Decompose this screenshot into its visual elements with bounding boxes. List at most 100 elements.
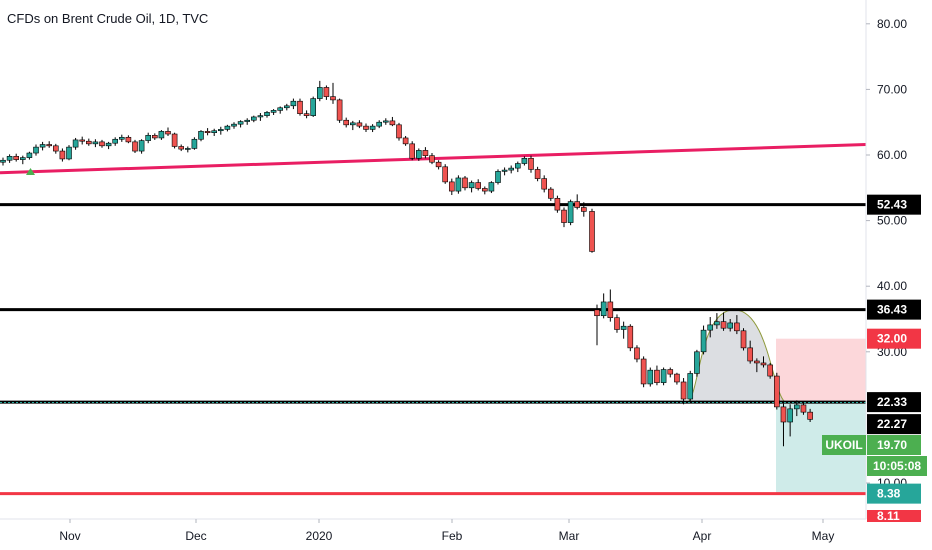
candle [594, 304, 600, 346]
candle-body [807, 411, 813, 420]
candle [475, 179, 482, 191]
candle [356, 120, 363, 129]
candle [521, 156, 528, 166]
candle-body [640, 358, 647, 385]
candle [119, 134, 125, 142]
candle [204, 128, 211, 136]
candle-body [349, 122, 356, 126]
stop-price-tag-bg [867, 328, 921, 349]
candle [178, 144, 184, 152]
candle-body [132, 141, 138, 152]
y-tick-label: 50.00 [877, 214, 907, 228]
candle [211, 128, 217, 136]
candle-body [501, 169, 508, 172]
candle-body [343, 119, 350, 126]
candle-body [475, 182, 482, 189]
candle-body [204, 131, 211, 133]
candle-body [171, 133, 178, 147]
candle-body [105, 142, 112, 147]
candle-body [119, 136, 125, 140]
candle-body [654, 369, 660, 383]
candle-body [481, 188, 488, 192]
y-tick-label: 70.00 [877, 82, 907, 96]
candle-body [767, 364, 773, 377]
candle-body [39, 144, 46, 148]
countdown-tag: 10:05:08 [867, 456, 927, 476]
partial-price-tag: 8.11 [867, 509, 921, 523]
candle [52, 143, 59, 154]
candle [534, 166, 541, 182]
candle-body [600, 301, 607, 317]
target-price-tag-text: 8.38 [877, 487, 901, 501]
candle [66, 145, 72, 161]
time-scale-background [0, 519, 932, 550]
candle [787, 404, 793, 437]
candle [634, 345, 640, 363]
candle [807, 408, 813, 422]
candle-body [13, 156, 19, 160]
price-tag-36.43-text: 36.43 [877, 303, 907, 317]
candle [720, 312, 727, 331]
candle-body [528, 157, 534, 170]
stop-price-tag: 32.00 [867, 328, 921, 349]
candle [336, 98, 343, 123]
candle [6, 154, 13, 163]
candle [700, 325, 707, 355]
symbol-tag-text: UKOIL [825, 438, 862, 452]
entry-price-tag: 22.27 [867, 414, 921, 435]
candle-body [191, 138, 198, 149]
candle-body [270, 110, 277, 113]
candle-body [422, 150, 429, 156]
candle-body [224, 125, 231, 130]
candle [283, 103, 290, 111]
price-tag-22.33-bg [867, 392, 921, 413]
candle [46, 141, 53, 148]
candle-body [316, 87, 323, 99]
candle-body [455, 177, 462, 192]
x-tick-label: Feb [442, 529, 463, 543]
candle-body [614, 317, 620, 330]
candle [793, 400, 800, 417]
candle-body [800, 404, 807, 413]
price-tag-36.43: 36.43 [867, 299, 921, 320]
candle [277, 106, 284, 114]
candle [707, 317, 714, 338]
candle [660, 367, 667, 386]
candle [508, 165, 515, 174]
price-tag-52.43: 52.43 [867, 194, 921, 215]
candle-body [72, 139, 79, 148]
price-tag-52.43-text: 52.43 [877, 198, 907, 212]
candle [600, 293, 607, 319]
candle-body [620, 325, 627, 330]
candle-body [152, 135, 158, 139]
candle-body [26, 152, 33, 158]
candle-body [442, 166, 449, 183]
candle [191, 137, 198, 150]
candle [303, 110, 310, 119]
lines-layer [0, 143, 867, 496]
candle-body [429, 155, 435, 163]
candle [774, 372, 780, 410]
candle [26, 151, 33, 160]
candle-body [323, 87, 330, 97]
candle [290, 98, 297, 110]
candle [237, 120, 244, 128]
candle-body [580, 207, 587, 212]
candle [734, 315, 740, 335]
candle [323, 85, 330, 100]
candle [343, 117, 350, 128]
last-price-tag-bg [867, 435, 921, 455]
candle [714, 313, 720, 329]
candle-body [727, 322, 734, 329]
candle-body [780, 406, 787, 423]
candle-body [6, 156, 13, 161]
candle [19, 155, 26, 165]
candle-body [264, 112, 270, 116]
x-axis-ticks[interactable]: Nov Dec 2020 Feb Mar Apr May [59, 519, 834, 543]
candle [422, 147, 429, 159]
candle-body [541, 178, 548, 190]
candle [0, 157, 6, 166]
candle [488, 181, 495, 194]
